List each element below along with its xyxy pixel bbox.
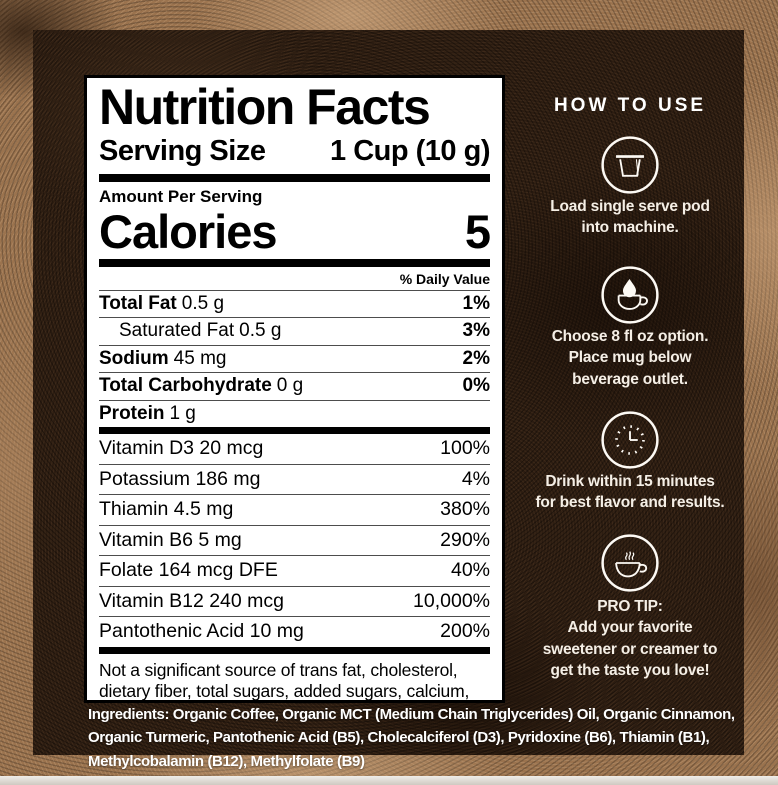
vitamin-row-thiamin: Thiamin 4.5 mg 380%	[99, 495, 490, 526]
vitamin-row-b12: Vitamin B12 240 mcg 10,000%	[99, 587, 490, 618]
nutrition-facts-title: Nutrition Facts	[99, 79, 431, 135]
serving-size-value: 1 Cup (10 g)	[330, 134, 490, 167]
nutrient-row-sodium: Sodium 45 mg 2%	[99, 346, 490, 374]
vitamin-row-pantothenic-acid: Pantothenic Acid 10 mg 200%	[99, 620, 490, 643]
serving-size-label: Serving Size	[99, 134, 266, 167]
clock-icon	[510, 409, 750, 471]
vitamin-row-d3: Vitamin D3 20 mcg 100%	[99, 434, 490, 465]
vitamin-row-b6: Vitamin B6 5 mg 290%	[99, 526, 490, 557]
bottom-edge-strip	[0, 776, 778, 785]
calories-row: Calories 5	[99, 204, 491, 258]
vitamin-row-potassium: Potassium 186 mg 4%	[99, 465, 490, 496]
nutrient-row-carbohydrate: Total Carbohydrate 0 g 0%	[99, 373, 490, 401]
divider-bar	[99, 173, 490, 182]
nutrient-row-saturated-fat: Saturated Fat 0.5 g 3%	[99, 318, 490, 346]
nutrient-row-protein: Protein 1 g	[99, 402, 196, 424]
nutrient-row-total-fat: Total Fat 0.5 g 1%	[99, 291, 490, 319]
step-text-load-pod: Load single serve pod into machine.	[550, 198, 710, 237]
step-text-pro-tip: PRO TIP: Add your favorite sweetener or …	[542, 598, 718, 680]
label-footnote: Not a significant source of trans fat, c…	[99, 659, 470, 701]
vitamin-row-folate: Folate 164 mcg DFE 40%	[99, 556, 490, 587]
calories-value: 5	[464, 204, 491, 258]
daily-value-header: % Daily Value	[99, 267, 490, 291]
divider-bar	[99, 258, 490, 267]
pod-icon	[510, 134, 750, 196]
serving-size-row: Serving Size 1 Cup (10 g)	[99, 135, 490, 168]
amount-per-serving-label: Amount Per Serving	[99, 186, 263, 206]
step-text-drink-within: Drink within 15 minutes for best flavor …	[535, 473, 725, 512]
steaming-cup-icon	[510, 532, 750, 594]
calories-label: Calories	[99, 204, 277, 258]
divider-bar	[99, 427, 490, 435]
step-text-choose-option: Choose 8 fl oz option. Place mug below b…	[551, 328, 709, 388]
how-to-use-title: HOW TO USE	[553, 95, 707, 116]
ingredients-text: Ingredients: Organic Coffee, Organic MCT…	[88, 706, 735, 770]
divider-bar	[99, 646, 490, 654]
drop-mug-icon	[510, 264, 750, 326]
nutrition-facts-panel: Nutrition Facts Serving Size 1 Cup (10 g…	[84, 75, 505, 703]
